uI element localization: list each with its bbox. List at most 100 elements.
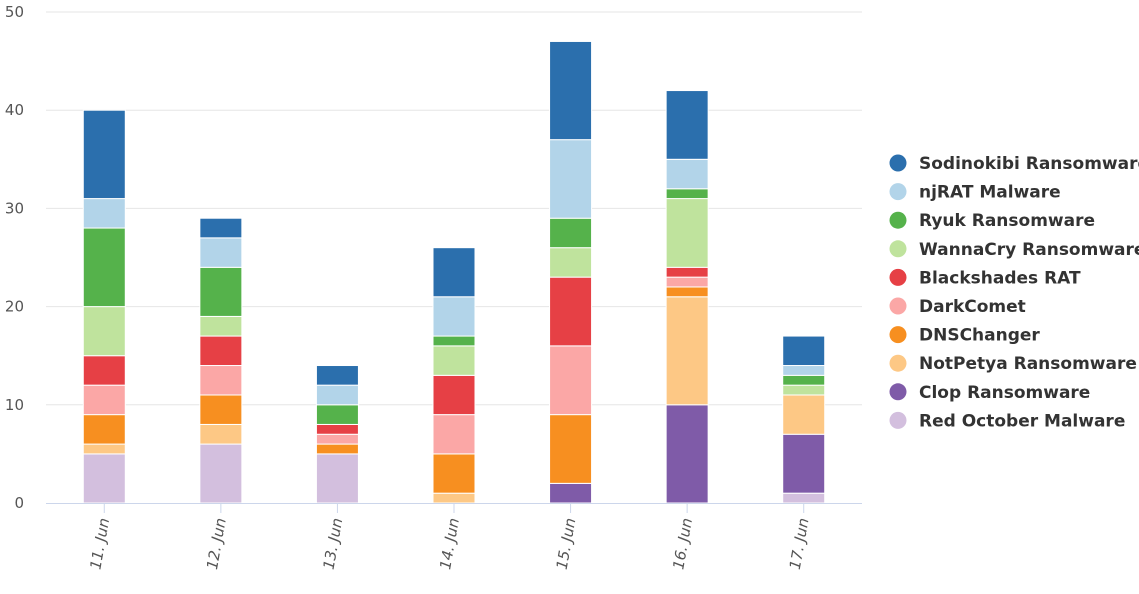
bar-segment[interactable] [432,247,476,298]
bar-segment[interactable] [549,139,593,219]
bar-segment[interactable] [82,453,126,504]
legend-marker [889,354,907,372]
bar-segment[interactable] [199,217,243,239]
bar-segment[interactable] [82,198,126,229]
legend-item[interactable]: NotPetya Ransomware [889,354,1137,374]
bar-segment[interactable] [665,198,709,268]
bar-segment[interactable] [782,365,826,376]
bar-segment[interactable] [432,345,476,376]
bar-segment[interactable] [782,492,826,504]
bar-segment[interactable] [315,433,359,445]
bar-stack [82,109,126,504]
bar-segment[interactable] [199,237,243,268]
bar-segment[interactable] [432,492,476,504]
bar-segment[interactable] [199,266,243,317]
bar-segment[interactable] [82,109,126,200]
bar-segment[interactable] [82,355,126,386]
bar-stack [315,365,359,504]
bar-segment[interactable] [549,247,593,278]
bar-segment[interactable] [665,296,709,406]
bar-segment[interactable] [782,394,826,435]
bar-stack [549,40,593,504]
bar-segment[interactable] [665,276,709,288]
x-tick-label: 17. Jun [786,517,813,571]
legend-label: DNSChanger [919,326,1040,346]
bar-segment[interactable] [199,394,243,425]
y-tick-label: 50 [5,3,24,21]
legend-label: Clop Ransomware [919,383,1090,403]
legend-label: Sodinokibi Ransomware [919,154,1139,174]
bar-segment[interactable] [82,306,126,357]
bar-segment[interactable] [782,374,826,386]
legend-marker [889,211,907,229]
bar-segment[interactable] [665,158,709,190]
bar-segment[interactable] [549,217,593,249]
bar-segment[interactable] [315,404,359,425]
legend-marker [889,297,907,315]
bar-segment[interactable] [315,423,359,435]
bar-segment[interactable] [432,453,476,494]
legend-marker [889,268,907,286]
x-tick-label: 11. Jun [86,517,113,571]
bar-segment[interactable] [549,40,593,141]
bar-segment[interactable] [315,365,359,386]
bar-segment[interactable] [199,423,243,445]
bar-segment[interactable] [315,443,359,455]
bar-segment[interactable] [432,335,476,347]
y-tick-label: 0 [14,494,24,512]
bar-segment[interactable] [432,414,476,455]
bar-segment[interactable] [665,404,709,504]
bar-segment[interactable] [199,365,243,396]
bar-stack [665,90,709,504]
legend-label: Red October Malware [919,411,1125,431]
bar-segment[interactable] [432,296,476,337]
bar-segment[interactable] [82,414,126,445]
x-tick-label: 12. Jun [203,517,230,571]
bar-segment[interactable] [665,188,709,200]
legend-item[interactable]: WannaCry Ransomware [889,240,1139,260]
legend-label: WannaCry Ransomware [919,240,1139,260]
x-axis-labels: 11. Jun 12. Jun 13. Jun 14. Jun 15. Jun 16. J… [86,517,812,571]
legend-item[interactable]: Blackshades RAT [889,268,1081,288]
bar-segment[interactable] [665,266,709,278]
legend-item[interactable]: Red October Malware [889,411,1126,431]
legend: Sodinokibi Ransomware njRAT Malware Ryuk R… [889,154,1139,431]
y-tick-label: 10 [5,396,24,414]
bar-segment[interactable] [665,90,709,160]
bar-segment[interactable] [82,227,126,308]
bar-stack [432,247,476,504]
bar-segment[interactable] [782,433,826,494]
x-tick-label: 14. Jun [436,517,463,571]
bar-segment[interactable] [432,374,476,416]
bar-segment[interactable] [782,384,826,396]
bar-segment[interactable] [199,335,243,367]
bar-stacks [82,40,826,504]
legend-item[interactable]: DarkComet [889,297,1026,317]
legend-item[interactable]: njRAT Malware [889,183,1061,203]
bar-segment[interactable] [549,345,593,416]
x-tick-label: 16. Jun [669,517,696,571]
bar-segment[interactable] [82,443,126,455]
bar-segment[interactable] [782,335,826,367]
bar-segment[interactable] [82,384,126,416]
legend-marker [889,183,907,201]
bar-segment[interactable] [199,443,243,504]
legend-item[interactable]: Ryuk Ransomware [889,211,1096,231]
bar-segment[interactable] [199,315,243,337]
bar-segment[interactable] [549,482,593,504]
y-axis-labels: 0 10 20 30 40 50 [5,3,24,512]
legend-item[interactable]: Clop Ransomware [889,383,1091,403]
bar-segment[interactable] [315,453,359,504]
legend-item[interactable]: Sodinokibi Ransomware [889,154,1139,174]
grid-lines [46,11,862,406]
x-axis [46,503,862,513]
bar-segment[interactable] [315,384,359,406]
y-tick-label: 40 [5,101,24,119]
bar-segment[interactable] [549,276,593,347]
bar-segment[interactable] [665,286,709,298]
legend-item[interactable]: DNSChanger [889,326,1041,346]
legend-marker [889,411,907,429]
bar-segment[interactable] [549,414,593,484]
legend-marker [889,383,907,401]
legend-marker [889,240,907,258]
